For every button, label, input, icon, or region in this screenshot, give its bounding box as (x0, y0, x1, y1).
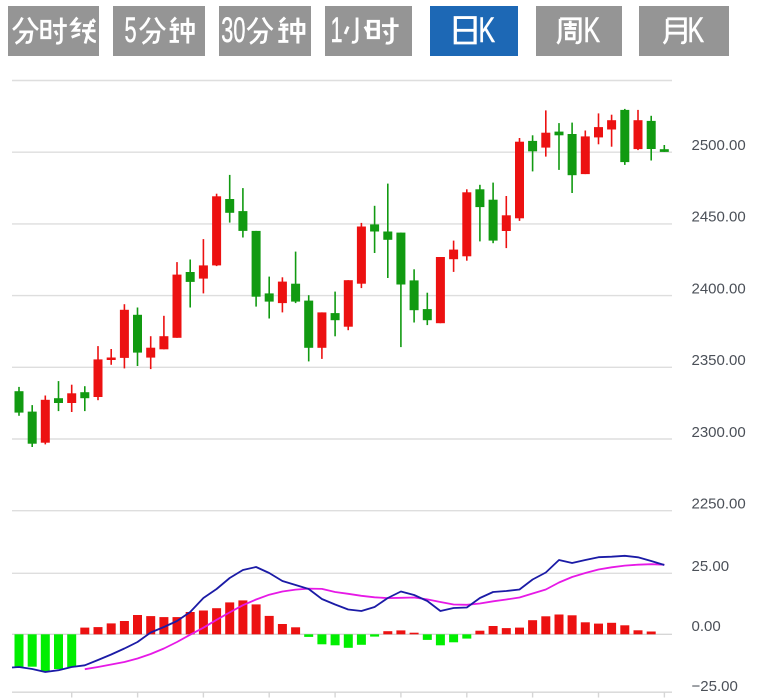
svg-text:K: K (688, 12, 705, 50)
svg-text:2250.00: 2250.00 (692, 496, 746, 513)
svg-text:K: K (479, 12, 496, 50)
svg-text:5: 5 (125, 12, 137, 50)
svg-text:2500.00: 2500.00 (692, 137, 746, 154)
svg-text:2450.00: 2450.00 (692, 209, 746, 226)
svg-text:K: K (584, 12, 601, 50)
svg-text:30: 30 (221, 12, 245, 50)
svg-text:−25.00: −25.00 (692, 678, 738, 695)
svg-text:1: 1 (331, 12, 343, 50)
svg-text:25.00: 25.00 (692, 558, 730, 575)
svg-text:0.00: 0.00 (692, 618, 721, 635)
svg-text:2350.00: 2350.00 (692, 352, 746, 369)
svg-text:2300.00: 2300.00 (692, 424, 746, 441)
svg-text:2400.00: 2400.00 (692, 280, 746, 297)
